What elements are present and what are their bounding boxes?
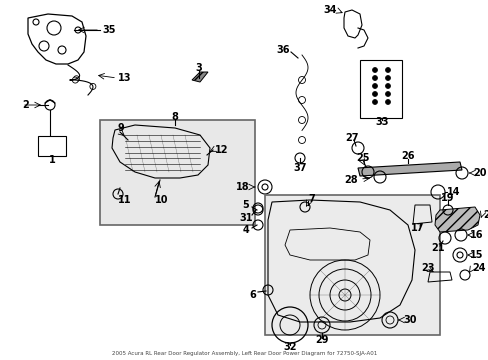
Text: 19: 19: [440, 193, 454, 203]
Circle shape: [372, 99, 377, 104]
Text: 15: 15: [469, 250, 483, 260]
Text: 25: 25: [356, 153, 369, 163]
Circle shape: [385, 68, 390, 72]
Text: 24: 24: [471, 263, 485, 273]
Text: 2005 Acura RL Rear Door Regulator Assembly, Left Rear Door Power Diagram for 727: 2005 Acura RL Rear Door Regulator Assemb…: [112, 351, 376, 356]
Text: 20: 20: [472, 168, 486, 178]
Text: 22: 22: [482, 210, 488, 220]
Circle shape: [385, 76, 390, 81]
Circle shape: [372, 68, 377, 72]
Text: 1: 1: [48, 155, 55, 165]
Text: 12: 12: [215, 145, 228, 155]
Text: 8: 8: [171, 112, 178, 122]
Text: 27: 27: [345, 133, 358, 143]
Text: 11: 11: [118, 195, 131, 205]
Polygon shape: [192, 72, 207, 82]
Text: 13: 13: [118, 73, 131, 83]
Text: 36: 36: [276, 45, 289, 55]
Text: 28: 28: [344, 175, 357, 185]
Text: 29: 29: [315, 335, 328, 345]
Text: 18: 18: [236, 182, 249, 192]
Circle shape: [385, 99, 390, 104]
Circle shape: [372, 91, 377, 96]
Polygon shape: [434, 207, 479, 232]
Text: 3: 3: [195, 63, 202, 73]
Circle shape: [372, 84, 377, 89]
Text: 26: 26: [401, 151, 414, 161]
FancyBboxPatch shape: [264, 195, 439, 335]
Circle shape: [385, 91, 390, 96]
Text: 23: 23: [420, 263, 434, 273]
Text: 32: 32: [283, 342, 296, 352]
Text: 30: 30: [402, 315, 416, 325]
Circle shape: [73, 76, 80, 82]
Text: 10: 10: [155, 195, 168, 205]
Text: 21: 21: [430, 243, 444, 253]
Text: 14: 14: [446, 187, 460, 197]
Text: 7: 7: [307, 194, 314, 204]
Polygon shape: [357, 162, 461, 176]
Text: 34: 34: [323, 5, 336, 15]
FancyBboxPatch shape: [100, 120, 254, 225]
Circle shape: [72, 77, 78, 83]
Circle shape: [372, 76, 377, 81]
Text: 35: 35: [102, 25, 115, 35]
Text: 16: 16: [469, 230, 483, 240]
Text: 5: 5: [242, 200, 248, 210]
Text: 17: 17: [410, 223, 424, 233]
Text: 4: 4: [242, 225, 248, 235]
Text: 9: 9: [118, 123, 124, 133]
Text: 2: 2: [22, 100, 29, 110]
Circle shape: [385, 84, 390, 89]
Text: 37: 37: [293, 163, 306, 173]
Text: 33: 33: [374, 117, 388, 127]
Text: 31: 31: [239, 213, 252, 223]
Circle shape: [90, 84, 96, 89]
Text: 6: 6: [249, 290, 256, 300]
